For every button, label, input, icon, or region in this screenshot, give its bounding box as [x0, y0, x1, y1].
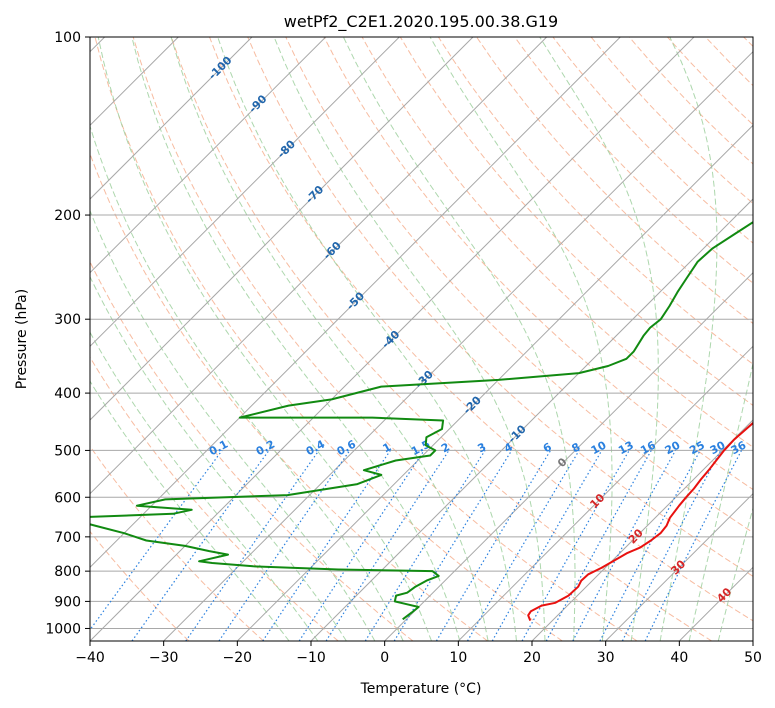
x-tick-label: −30 — [149, 650, 179, 666]
moist-adiabat-line — [429, 37, 613, 641]
mixing-ratio-label: 13 — [616, 439, 636, 458]
y-tick-label: 500 — [54, 443, 81, 459]
mixing-ratio-line — [545, 450, 652, 641]
y-tick-label: 200 — [54, 208, 81, 224]
isotherm-line — [90, 37, 327, 274]
x-tick-label: −20 — [223, 650, 253, 666]
dry-adiabat-line — [209, 37, 753, 622]
mixing-ratio-line — [131, 450, 270, 641]
isotherm-line — [90, 37, 400, 348]
y-axis-label: Pressure (hPa) — [14, 289, 30, 389]
x-tick-label: 30 — [597, 650, 615, 666]
isotherm-line — [457, 345, 753, 641]
dry-adiabat-line — [437, 37, 753, 365]
y-tick-label: 1000 — [45, 621, 81, 637]
mixing-ratio-label: 16 — [638, 438, 658, 457]
moist-adiabat-line — [131, 37, 461, 641]
mixing-ratio-line — [325, 450, 450, 641]
moist-adiabat-line — [97, 37, 432, 641]
y-tick-label: 700 — [54, 530, 81, 546]
mixing-ratio-label: 20 — [663, 438, 683, 457]
x-tick-label: 50 — [744, 650, 762, 666]
x-tick-label: 20 — [523, 650, 541, 666]
x-tick-label: −10 — [296, 650, 326, 666]
dry-adiabat-line — [90, 152, 488, 641]
moist-adiabat-line — [170, 37, 489, 641]
mixing-ratio-line — [298, 450, 425, 641]
moist-adiabat-line — [688, 361, 753, 641]
mixing-ratio-line — [621, 450, 722, 641]
mixing-ratio-line — [218, 450, 351, 641]
dry-adiabat-line — [90, 445, 264, 641]
moist-adiabat-line — [90, 380, 290, 641]
moist-adiabat-line — [90, 275, 347, 641]
mixing-ratio-label: 36 — [729, 438, 749, 457]
isotherm-line — [90, 37, 695, 641]
x-tick-label: 10 — [449, 650, 467, 666]
mixing-ratio-line — [644, 450, 743, 641]
moist-adiabat-line — [539, 37, 659, 641]
plot-frame — [89, 36, 754, 642]
mixing-ratio-line — [572, 450, 677, 641]
chart-title: wetPf2_C2E1.2020.195.00.38.G19 — [284, 12, 558, 32]
isotherm-line — [384, 271, 753, 641]
y-tick-label: 100 — [54, 30, 81, 46]
isotherm-line — [531, 419, 753, 641]
dry-adiabat-line — [132, 37, 638, 641]
isotherm-line — [605, 492, 753, 641]
y-tick-label: 300 — [54, 312, 81, 328]
isotherm-line — [236, 124, 753, 641]
moist-adiabat-line — [273, 37, 546, 641]
dry-adiabat-line — [399, 37, 753, 407]
dry-adiabat-line — [247, 37, 753, 577]
mixing-ratio-line — [521, 450, 630, 641]
mixing-ratio-line — [393, 450, 513, 641]
isotherm-line — [310, 198, 753, 641]
moist-adiabat-line — [659, 37, 718, 641]
mixing-ratio-line — [90, 450, 223, 631]
isotherm-line — [163, 50, 753, 641]
x-tick-label: 40 — [670, 650, 688, 666]
x-axis-label: Temperature (°C) — [360, 681, 482, 697]
y-tick-label: 400 — [54, 386, 81, 402]
dry-adiabat-line — [90, 530, 190, 641]
isotherm-line — [90, 37, 474, 421]
dry-adiabat-line — [90, 356, 339, 641]
dry-adiabat-line — [514, 37, 753, 284]
dry-adiabat-line — [94, 37, 563, 641]
moist-adiabat-line — [90, 209, 376, 641]
mixing-ratio-line — [185, 450, 320, 641]
isotherm-line — [90, 37, 253, 200]
y-tick-label: 800 — [54, 564, 81, 580]
x-tick-label: 0 — [380, 650, 389, 666]
mixing-ratio-label: 25 — [687, 439, 707, 458]
isotherm-line — [90, 37, 621, 569]
mixing-ratio-label: 10 — [589, 438, 609, 457]
isotherm-line — [90, 37, 548, 495]
y-tick-label: 600 — [54, 490, 81, 506]
y-tick-label: 900 — [54, 594, 81, 610]
mixing-ratio-line — [262, 450, 391, 641]
dewpoint-profile-line — [90, 220, 753, 621]
moist-adiabat-line — [342, 37, 576, 641]
x-tick-label: −40 — [75, 650, 105, 666]
